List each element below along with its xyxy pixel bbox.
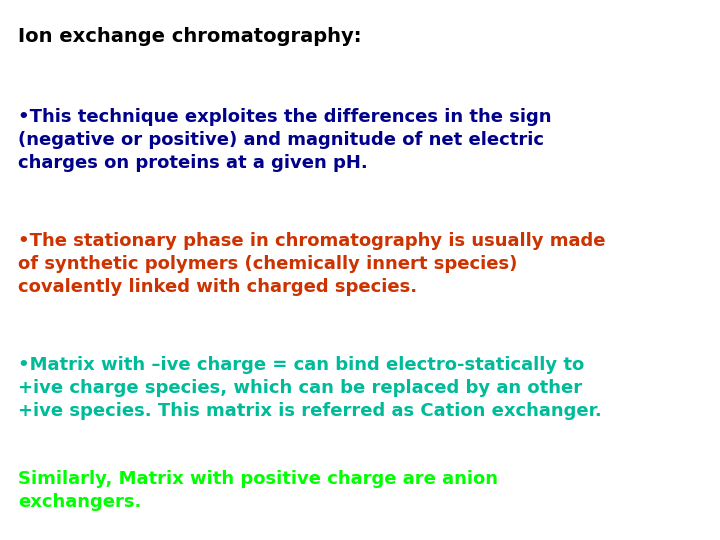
Text: •This technique exploites the differences in the sign
(negative or positive) and: •This technique exploites the difference… xyxy=(18,108,552,172)
Text: Ion exchange chromatography:: Ion exchange chromatography: xyxy=(18,27,361,46)
Text: •Matrix with –ive charge = can bind electro-statically to
+ive charge species, w: •Matrix with –ive charge = can bind elec… xyxy=(18,356,602,420)
Text: •The stationary phase in chromatography is usually made
of synthetic polymers (c: •The stationary phase in chromatography … xyxy=(18,232,606,296)
Text: Similarly, Matrix with positive charge are anion
exchangers.: Similarly, Matrix with positive charge a… xyxy=(18,470,498,511)
